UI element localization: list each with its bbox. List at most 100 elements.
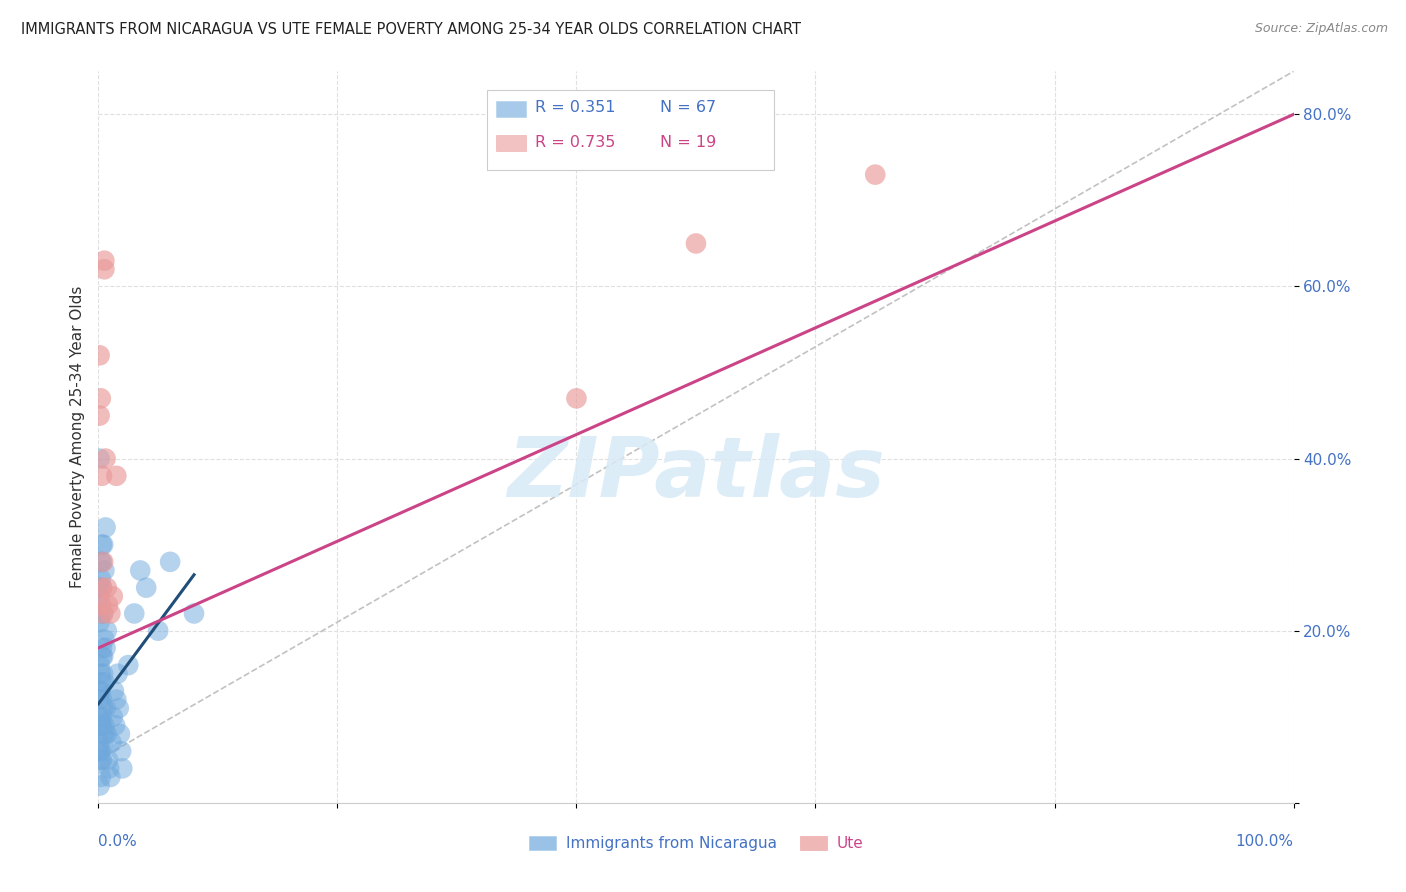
Point: [91, 555, 114, 569]
Text: R = 0.735: R = 0.735: [534, 135, 614, 150]
Point: [91, 538, 114, 552]
Text: 0.0%: 0.0%: [98, 833, 138, 848]
FancyBboxPatch shape: [486, 90, 773, 170]
Point: [90, 684, 112, 698]
Point: [91, 735, 114, 749]
Point: [108, 727, 131, 741]
Point: [89, 779, 111, 793]
Point: [96, 624, 118, 638]
Point: [110, 744, 132, 758]
Point: [94, 701, 117, 715]
Text: IMMIGRANTS FROM NICARAGUA VS UTE FEMALE POVERTY AMONG 25-34 YEAR OLDS CORRELATIO: IMMIGRANTS FROM NICARAGUA VS UTE FEMALE …: [21, 22, 801, 37]
Point: [117, 658, 139, 673]
Point: [105, 468, 128, 483]
Point: [91, 718, 114, 732]
Point: [89, 451, 111, 466]
Point: [91, 581, 114, 595]
Point: [107, 701, 129, 715]
Point: [93, 718, 115, 732]
Text: Source: ZipAtlas.com: Source: ZipAtlas.com: [1254, 22, 1388, 36]
Y-axis label: Female Poverty Among 25-34 Year Olds: Female Poverty Among 25-34 Year Olds: [69, 286, 84, 588]
Bar: [496, 135, 526, 151]
Point: [159, 555, 181, 569]
Point: [90, 770, 112, 784]
Text: 100.0%: 100.0%: [1236, 833, 1294, 848]
Point: [89, 684, 111, 698]
Point: [90, 718, 112, 732]
Point: [91, 581, 114, 595]
Point: [91, 753, 114, 767]
Point: [148, 624, 170, 638]
Point: [89, 615, 111, 629]
Point: [96, 581, 118, 595]
Point: [111, 761, 134, 775]
Point: [89, 581, 111, 595]
Point: [101, 589, 124, 603]
Point: [94, 451, 117, 466]
Text: ZIPatlas: ZIPatlas: [508, 434, 884, 514]
Point: [98, 761, 121, 775]
Point: [105, 692, 128, 706]
Point: [93, 727, 115, 741]
Point: [135, 581, 157, 595]
Point: [89, 348, 111, 362]
Point: [90, 607, 112, 621]
Point: [93, 675, 115, 690]
Point: [96, 727, 118, 741]
Point: [90, 666, 112, 681]
Point: [93, 262, 115, 277]
Point: [89, 409, 111, 423]
Point: [865, 168, 887, 182]
Point: [91, 692, 114, 706]
Point: [89, 692, 111, 706]
Point: [129, 564, 152, 578]
Point: [91, 649, 114, 664]
Point: [90, 744, 112, 758]
Point: [91, 468, 114, 483]
Text: N = 67: N = 67: [661, 101, 716, 115]
Point: [89, 744, 111, 758]
Point: [97, 598, 120, 612]
Point: [90, 598, 112, 612]
Point: [91, 701, 114, 715]
Point: [93, 564, 115, 578]
Point: [103, 684, 125, 698]
Point: [90, 598, 112, 612]
Point: [91, 607, 114, 621]
Point: [91, 538, 114, 552]
Point: [91, 666, 114, 681]
Point: [90, 555, 112, 569]
Point: [124, 607, 146, 621]
Point: [685, 236, 707, 251]
Point: [90, 753, 112, 767]
Point: [98, 607, 122, 621]
Legend: Immigrants from Nicaragua, Ute: Immigrants from Nicaragua, Ute: [523, 830, 869, 857]
Point: [91, 640, 114, 655]
Point: [101, 710, 124, 724]
Point: [98, 770, 122, 784]
Point: [91, 649, 114, 664]
Point: [90, 572, 112, 586]
Point: [94, 520, 117, 534]
Point: [93, 632, 115, 647]
Point: [90, 675, 112, 690]
Text: R = 0.351: R = 0.351: [534, 101, 616, 115]
Point: [89, 589, 111, 603]
Point: [91, 607, 114, 621]
Point: [91, 555, 114, 569]
Point: [97, 753, 120, 767]
Point: [90, 392, 112, 406]
Point: [183, 607, 205, 621]
Point: [100, 735, 122, 749]
Point: [89, 735, 111, 749]
Point: [104, 718, 127, 732]
Point: [89, 710, 111, 724]
Point: [107, 666, 129, 681]
Point: [565, 392, 588, 406]
Point: [91, 710, 114, 724]
Text: N = 19: N = 19: [661, 135, 717, 150]
Point: [89, 658, 111, 673]
Point: [94, 640, 117, 655]
Bar: [496, 101, 526, 117]
Point: [93, 253, 115, 268]
